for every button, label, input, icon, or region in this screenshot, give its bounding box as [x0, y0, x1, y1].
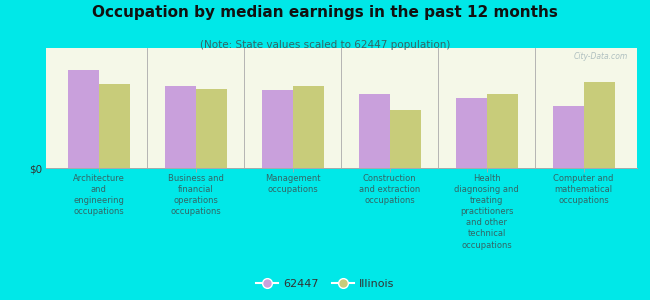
Bar	[359, 94, 390, 168]
Bar	[390, 110, 421, 168]
Text: Business and
financial
operations
occupations: Business and financial operations occupa…	[168, 174, 224, 216]
Text: Architecture
and
engineering
occupations: Architecture and engineering occupations	[73, 174, 125, 216]
Bar	[196, 89, 227, 168]
Legend: 62447, Illinois: 62447, Illinois	[254, 277, 396, 291]
Bar	[68, 70, 99, 168]
Bar	[292, 86, 324, 168]
Text: Health
diagnosing and
treating
practitioners
and other
technical
occupations: Health diagnosing and treating practitio…	[454, 174, 519, 250]
Bar	[164, 86, 196, 168]
Bar	[262, 90, 292, 168]
Bar	[584, 82, 615, 168]
Bar	[487, 94, 518, 168]
Text: City-Data.com: City-Data.com	[574, 52, 628, 61]
Bar	[99, 84, 130, 168]
Text: Occupation by median earnings in the past 12 months: Occupation by median earnings in the pas…	[92, 4, 558, 20]
Text: Computer and
mathematical
occupations: Computer and mathematical occupations	[554, 174, 614, 205]
Text: Management
occupations: Management occupations	[265, 174, 320, 194]
Bar	[552, 106, 584, 168]
Text: Construction
and extraction
occupations: Construction and extraction occupations	[359, 174, 421, 205]
Text: (Note: State values scaled to 62447 population): (Note: State values scaled to 62447 popu…	[200, 40, 450, 50]
Bar	[456, 98, 487, 168]
